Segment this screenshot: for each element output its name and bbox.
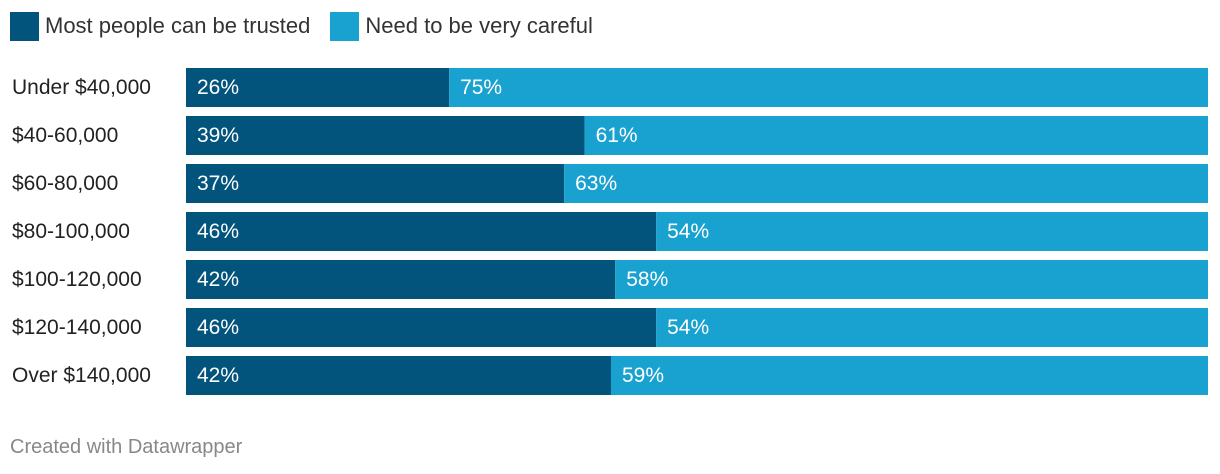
bar-need-to-be-very-careful-40-60-000 xyxy=(584,116,1208,155)
bar-need-to-be-very-careful-120-140-000 xyxy=(656,308,1208,347)
legend-swatch-careful xyxy=(330,11,360,41)
legend-swatch-trusted xyxy=(10,11,39,41)
category-label-80-100-000: $80-100,000 xyxy=(12,220,130,243)
category-label-over-140-000: Over $140,000 xyxy=(12,364,151,387)
legend-label-careful: Need to be very careful xyxy=(365,13,593,38)
bar-need-to-be-very-careful-under-40-000 xyxy=(449,68,1208,107)
datawrapper-credit: Created with Datawrapper xyxy=(10,436,243,458)
value-label-need-to-be-very-careful-40-60-000: 61% xyxy=(596,124,638,147)
bar-most-people-can-be-trusted-40-60-000 xyxy=(186,116,585,155)
value-label-need-to-be-very-careful-100-120-000: 58% xyxy=(626,268,668,291)
value-label-need-to-be-very-careful-under-40-000: 75% xyxy=(460,76,502,99)
bar-need-to-be-very-careful-80-100-000 xyxy=(656,212,1208,251)
legend: Most people can be trusted Need to be ve… xyxy=(10,11,613,41)
category-label-40-60-000: $40-60,000 xyxy=(12,124,118,147)
legend-label-trusted: Most people can be trusted xyxy=(45,13,311,38)
category-label-60-80-000: $60-80,000 xyxy=(12,172,118,195)
value-label-most-people-can-be-trusted-60-80-000: 37% xyxy=(197,172,239,195)
value-label-most-people-can-be-trusted-under-40-000: 26% xyxy=(197,76,239,99)
value-label-most-people-can-be-trusted-120-140-000: 46% xyxy=(197,316,239,339)
bar-need-to-be-very-careful-60-80-000 xyxy=(564,164,1208,203)
value-label-need-to-be-very-careful-over-140-000: 59% xyxy=(622,364,664,387)
value-label-most-people-can-be-trusted-80-100-000: 46% xyxy=(197,220,239,243)
bar-most-people-can-be-trusted-120-140-000 xyxy=(186,308,657,347)
value-label-most-people-can-be-trusted-over-140-000: 42% xyxy=(197,364,239,387)
value-label-most-people-can-be-trusted-40-60-000: 39% xyxy=(197,124,239,147)
category-label-under-40-000: Under $40,000 xyxy=(12,76,151,99)
bar-need-to-be-very-careful-100-120-000 xyxy=(615,260,1208,299)
bar-most-people-can-be-trusted-80-100-000 xyxy=(186,212,657,251)
category-label-120-140-000: $120-140,000 xyxy=(12,316,142,339)
value-label-most-people-can-be-trusted-100-120-000: 42% xyxy=(197,268,239,291)
bar-most-people-can-be-trusted-100-120-000 xyxy=(186,260,616,299)
legend-item-trusted: Most people can be trusted xyxy=(10,11,311,41)
bar-most-people-can-be-trusted-60-80-000 xyxy=(186,164,565,203)
value-label-need-to-be-very-careful-120-140-000: 54% xyxy=(667,316,709,339)
category-label-100-120-000: $100-120,000 xyxy=(12,268,142,291)
bar-most-people-can-be-trusted-over-140-000 xyxy=(186,356,611,395)
bar-most-people-can-be-trusted-under-40-000 xyxy=(186,68,450,107)
value-label-need-to-be-very-careful-60-80-000: 63% xyxy=(575,172,617,195)
legend-item-careful: Need to be very careful xyxy=(330,11,593,41)
value-label-need-to-be-very-careful-80-100-000: 54% xyxy=(667,220,709,243)
bar-need-to-be-very-careful-over-140-000 xyxy=(610,356,1208,395)
